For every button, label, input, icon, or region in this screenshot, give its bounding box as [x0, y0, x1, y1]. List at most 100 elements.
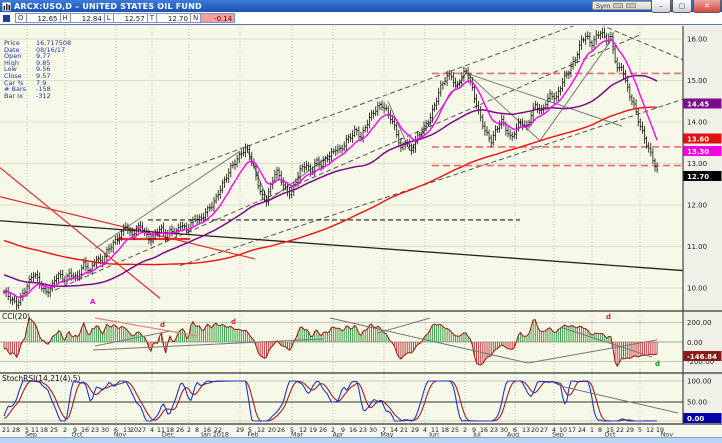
svg-text:Jul: Jul: [472, 432, 481, 439]
svg-text:Apr: Apr: [333, 432, 344, 439]
svg-text:May: May: [380, 432, 393, 439]
title-bar[interactable]: ARCX:USO,D – UNITED STATES OIL FUND: [0, 0, 722, 12]
svg-text:9: 9: [73, 427, 77, 434]
svg-text:19: 19: [309, 427, 317, 434]
data-window-panel: Price 16.717508 Date 08/16/17 Open 9.77 Hig…: [4, 39, 72, 100]
sym-toolbar[interactable]: Sym: [592, 1, 652, 10]
price-badge-13.30: 13.30: [683, 146, 722, 156]
sym-label: Sym: [596, 1, 611, 10]
open-label: O: [16, 14, 27, 22]
svg-text:13.60: 13.60: [687, 136, 709, 144]
svg-text:11.00: 11.00: [687, 243, 707, 251]
svg-text:18: 18: [40, 427, 48, 434]
svg-text:21: 21: [2, 427, 10, 434]
price-badge-0.00: 0.00: [683, 413, 722, 423]
stochrsi-indicator-label: StochRSI(14,21(4),5): [2, 374, 81, 383]
quote-low-cell: L 12.57: [103, 13, 148, 23]
svg-text:v: v: [137, 224, 142, 232]
chart-canvas[interactable]: Avd ddd16.0015.0014.0013.0012.0011.0010.0…: [0, 26, 722, 443]
svg-text:15: 15: [606, 427, 614, 434]
minimize-button[interactable]: –: [651, 0, 671, 13]
sym-button-1[interactable]: [613, 3, 624, 8]
svg-text:Oct: Oct: [72, 432, 83, 439]
svg-text:30: 30: [101, 427, 109, 434]
svg-text:26: 26: [319, 427, 327, 434]
svg-text:29: 29: [411, 427, 419, 434]
cci-trendlines[interactable]: [92, 317, 658, 364]
high-label: H: [61, 14, 71, 22]
svg-text:21: 21: [400, 427, 408, 434]
ma-slow: [3, 106, 658, 266]
svg-text:15.00: 15.00: [687, 77, 707, 85]
net-change-value: -0.14: [201, 14, 235, 23]
svg-text:11: 11: [31, 427, 39, 434]
horizontal-scrollbar[interactable]: [0, 438, 722, 443]
svg-text:1: 1: [590, 427, 594, 434]
svg-text:6: 6: [513, 427, 517, 434]
svg-text:-200.00: -200.00: [687, 358, 714, 366]
trade-value: 12.70: [167, 15, 188, 23]
svg-text:13.30: 13.30: [687, 148, 709, 156]
svg-text:Feb: Feb: [247, 432, 258, 439]
price-badge-12.70: 12.70: [683, 171, 722, 181]
svg-text:Oct: Oct: [605, 432, 616, 439]
svg-text:7: 7: [382, 427, 386, 434]
app-icon: [2, 1, 11, 11]
svg-text:12.00: 12.00: [687, 202, 707, 210]
quote-high-cell: H 12.84: [59, 13, 105, 23]
svg-text:d: d: [160, 321, 165, 329]
svg-text:28: 28: [12, 427, 20, 434]
window-title: ARCX:USO,D – UNITED STATES OIL FUND: [14, 1, 202, 11]
svg-text:13: 13: [123, 427, 131, 434]
svg-text:30: 30: [369, 427, 377, 434]
cci-line: [3, 317, 658, 368]
svg-text:16: 16: [203, 427, 211, 434]
svg-text:19: 19: [656, 427, 664, 434]
svg-text:8: 8: [195, 427, 199, 434]
svg-text:11: 11: [157, 427, 165, 434]
svg-text:27: 27: [540, 427, 548, 434]
close-button[interactable]: ✕: [693, 0, 721, 13]
high-value: 12.84: [81, 15, 102, 23]
svg-text:26: 26: [176, 427, 184, 434]
svg-text:12: 12: [257, 427, 265, 434]
svg-text:17: 17: [568, 427, 576, 434]
net-label: N: [191, 14, 202, 22]
quote-open-cell: O 12.65: [15, 13, 61, 23]
time-axis-background[interactable]: [0, 424, 722, 438]
svg-text:Jan 2018: Jan 2018: [200, 432, 229, 439]
svg-text:0.00: 0.00: [687, 415, 704, 423]
svg-text:30: 30: [500, 427, 508, 434]
svg-text:2: 2: [187, 427, 191, 434]
svg-text:d: d: [606, 313, 611, 321]
svg-text:24: 24: [578, 427, 586, 434]
stoch-trendlines[interactable]: [559, 385, 679, 414]
svg-text:14.00: 14.00: [687, 119, 707, 127]
svg-text:12.70: 12.70: [687, 173, 709, 181]
svg-text:23: 23: [490, 427, 498, 434]
svg-text:Dec: Dec: [162, 432, 175, 439]
ma-fast: [3, 39, 658, 299]
svg-text:8: 8: [598, 427, 602, 434]
svg-text:13.00: 13.00: [687, 160, 707, 168]
maximize-button[interactable]: ▢: [672, 0, 692, 13]
svg-text:10.00: 10.00: [687, 285, 707, 293]
sym-button-2[interactable]: [626, 3, 637, 8]
svg-text:2: 2: [331, 427, 335, 434]
svg-text:Aug: Aug: [507, 432, 519, 439]
price-badge-13.60: 13.60: [683, 133, 722, 144]
quote-indicator-square: [3, 14, 10, 22]
plot-background: [0, 26, 683, 424]
svg-text:Jun: Jun: [428, 432, 439, 439]
svg-text:5: 5: [25, 427, 29, 434]
svg-text:9: 9: [472, 427, 476, 434]
svg-text:10: 10: [559, 427, 567, 434]
svg-text:20: 20: [531, 427, 539, 434]
svg-text:13: 13: [522, 427, 530, 434]
svg-text:Nov: Nov: [114, 432, 127, 439]
svg-text:25: 25: [451, 427, 459, 434]
svg-text:Nov: Nov: [661, 432, 674, 439]
svg-text:12: 12: [299, 427, 307, 434]
